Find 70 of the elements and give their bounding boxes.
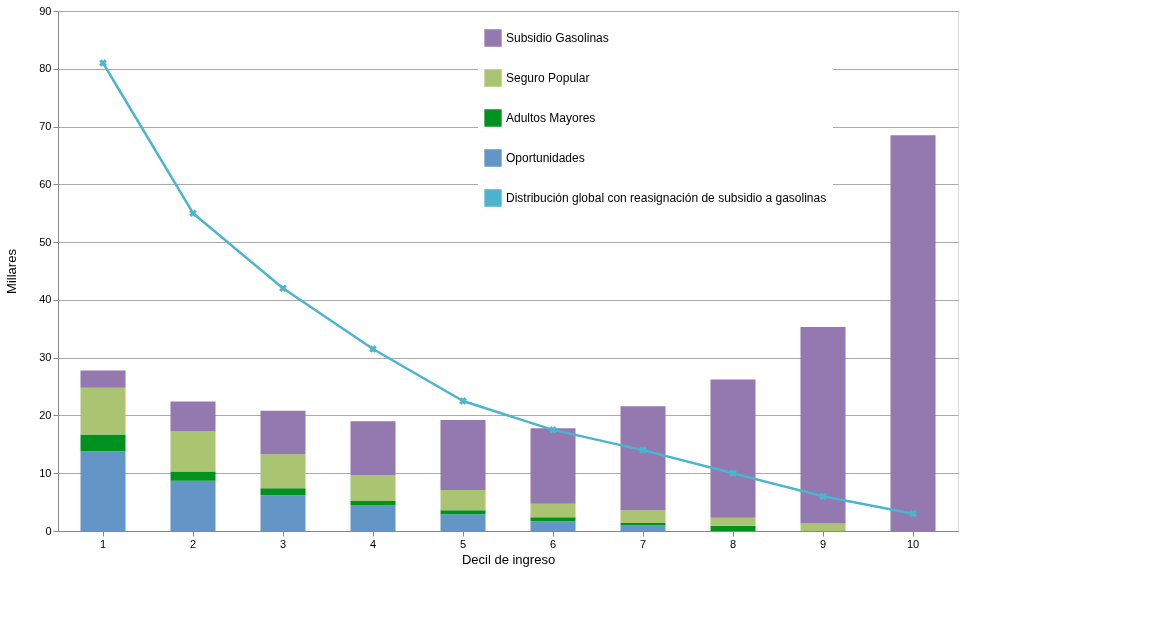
y-axis-title: Millares [4, 248, 20, 294]
point [99, 59, 107, 67]
point [819, 492, 827, 501]
bar [80, 451, 126, 531]
bar [80, 370, 126, 388]
y-tick-label: 60 [39, 177, 52, 190]
legend-label: Subsidio Gasolinas [506, 31, 609, 45]
bar [800, 327, 846, 524]
bar [530, 517, 576, 522]
bar [80, 387, 126, 435]
x-tick-label: 6 [549, 537, 557, 550]
bar [440, 420, 486, 490]
bar [530, 428, 576, 504]
bar [710, 517, 756, 526]
y-tick-label: 70 [39, 120, 52, 133]
y-tick-label: 10 [39, 466, 52, 479]
x-tick-label: 8 [729, 537, 737, 550]
y-tick-label: 0 [45, 524, 52, 537]
y-tick-label: 50 [39, 235, 52, 248]
bar [260, 454, 306, 489]
bar [710, 525, 756, 531]
x-tick-label: 7 [639, 537, 647, 550]
bar [260, 495, 306, 531]
legend-label: Seguro Popular [506, 71, 590, 85]
point [549, 426, 557, 434]
bar [620, 510, 666, 523]
bar [170, 480, 216, 531]
x-tick-label: 3 [279, 537, 287, 550]
bar [440, 510, 486, 515]
point [189, 209, 197, 218]
point [369, 345, 377, 353]
bar [710, 379, 756, 518]
point [459, 397, 467, 405]
bar [170, 471, 216, 481]
y-tick-label: 40 [39, 293, 52, 306]
bar [260, 488, 306, 496]
bar [530, 503, 576, 518]
bar [530, 521, 576, 531]
bar [350, 505, 396, 531]
y-tick-label: 80 [39, 62, 52, 75]
bar [170, 431, 216, 472]
bar [80, 434, 126, 452]
bar [260, 410, 306, 455]
x-tick-label: 1 [99, 537, 107, 550]
bar [350, 474, 396, 501]
x-tick-label: 2 [189, 537, 197, 550]
bar [620, 525, 666, 531]
legend-label: Distribución global con reasignación de subsidio a gasolinas [506, 191, 827, 205]
legend-label: Adultos Mayores [506, 111, 596, 125]
bar [350, 421, 396, 475]
y-tick-label: 30 [39, 351, 52, 364]
bar [350, 500, 396, 506]
y-tick-label: 20 [39, 408, 52, 421]
bar [170, 401, 216, 432]
point [729, 469, 737, 478]
bar [620, 406, 666, 511]
point [909, 509, 917, 518]
bar [800, 523, 846, 531]
x-axis-title: Decil de ingreso [461, 551, 556, 567]
x-tick-label: 4 [369, 537, 377, 550]
bar [440, 489, 486, 511]
point [639, 446, 647, 454]
legend-label: Oportunidades [506, 151, 585, 165]
bar [890, 135, 936, 531]
x-tick-label: 9 [819, 537, 827, 550]
y-tick-label: 90 [39, 4, 52, 17]
x-tick-label: 5 [459, 537, 467, 550]
point [279, 284, 287, 293]
x-tick-label: 10 [906, 537, 920, 550]
bar [440, 514, 486, 531]
